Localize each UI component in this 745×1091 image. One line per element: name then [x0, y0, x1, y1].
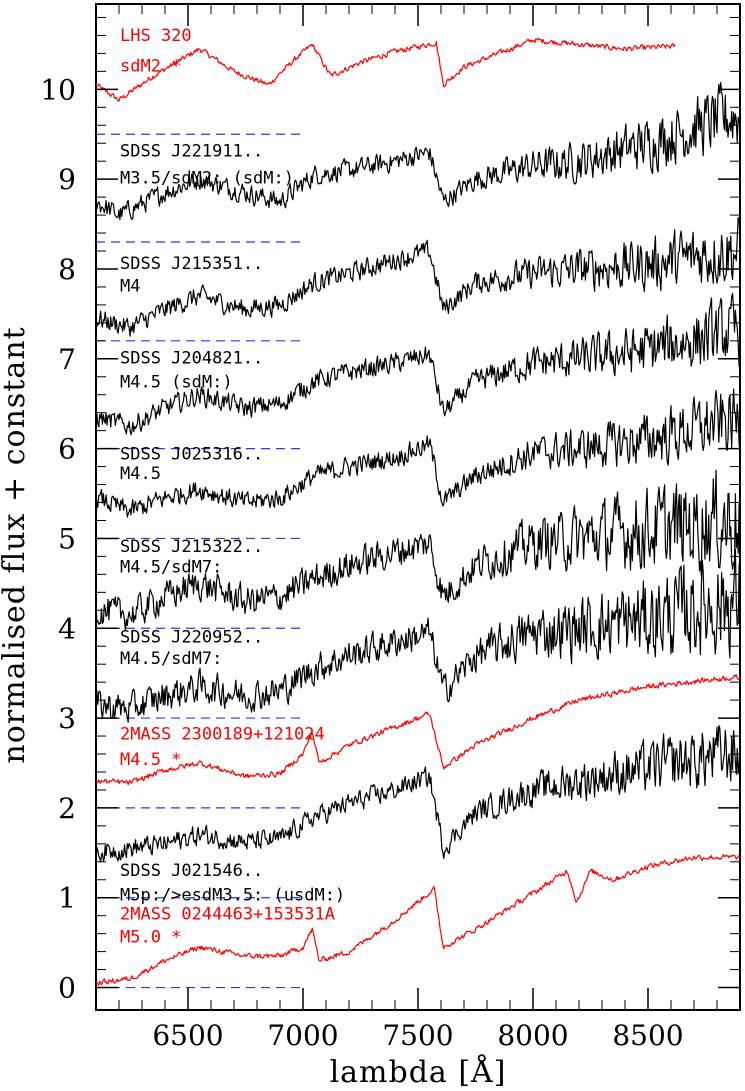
spectrum-line	[95, 37, 676, 102]
spectrum-name: SDSS J215351..	[120, 254, 263, 274]
spectrum-labels: LHS 320 sdM2 * SDSS J221911.. M3.5/sdM2: (s…	[120, 26, 345, 948]
spectrum-name: 2MASS 0244463+153531A	[120, 904, 335, 924]
x-tick-label: 6500	[152, 1019, 223, 1052]
x-tick-label: 7000	[267, 1019, 338, 1052]
spectrum-type: M4.5 (sdM:)	[120, 373, 233, 393]
spectrum-type: M4.5/sdM7:	[120, 558, 222, 578]
y-axis-title: normalised flux + constant	[0, 326, 32, 763]
spectrum-type: M4	[120, 276, 140, 296]
x-tick-label: 8000	[497, 1019, 568, 1052]
y-tick-label: 7	[58, 343, 76, 376]
y-tick-label: 0	[58, 972, 76, 1005]
spectrum-type: M4.5/sdM7:	[120, 649, 222, 669]
y-tick-label: 6	[58, 433, 76, 466]
spectrum-line	[95, 469, 741, 631]
spectrum-name: SDSS J215322..	[120, 537, 263, 557]
x-axis-title: lambda [Å]	[330, 1054, 507, 1090]
spectrum-type: M3.5/sdM2: (sdM:)	[120, 169, 294, 189]
spectrum-line	[95, 854, 741, 986]
spectrum-name: SDSS J221911..	[120, 142, 263, 162]
y-tick-label: 9	[58, 163, 76, 196]
y-ticks: 0 1 2 3 4 5 6 7 8 9 10	[40, 16, 740, 1005]
spectrum-line	[95, 82, 741, 221]
spectra	[95, 37, 741, 986]
y-tick-label: 2	[58, 792, 76, 825]
y-tick-label: 1	[58, 882, 76, 915]
x-tick-label: 8500	[612, 1019, 683, 1052]
spectrum-type: M4.5 *	[120, 750, 181, 770]
spectrum-line	[95, 217, 741, 337]
spectrum-line	[95, 674, 741, 786]
spectrum-line	[95, 388, 741, 518]
y-tick-label: 8	[58, 253, 76, 286]
spectrum-name: SDSS J204821..	[120, 348, 263, 368]
spectrum-type: M5p:/>esdM3.5: (usdM:)	[120, 885, 345, 905]
y-tick-label: 10	[40, 73, 76, 106]
spectrum-type: M5.0 *	[120, 928, 181, 948]
y-tick-label: 4	[58, 612, 76, 645]
y-tick-label: 3	[58, 702, 76, 735]
baselines	[96, 133, 306, 989]
x-ticks: 6500 7000 7500 8000 8500	[118, 4, 718, 1052]
spectrum-name: SDSS J220952..	[120, 628, 263, 648]
spectrum-name: 2MASS 2300189+121024	[120, 725, 325, 745]
spectrum-name: SDSS J025316..	[120, 444, 263, 464]
spectrum-type: sdM2 *	[120, 56, 181, 76]
spectrum-name: SDSS J021546..	[120, 861, 263, 881]
spectrum-line	[95, 548, 741, 723]
spectrum-line	[95, 725, 741, 863]
y-tick-label: 5	[58, 522, 76, 555]
x-tick-label: 7500	[382, 1019, 453, 1052]
spectrum-line	[95, 292, 741, 436]
spectrum-name: LHS 320	[120, 26, 192, 46]
spectrum-type: M4.5	[120, 464, 161, 484]
